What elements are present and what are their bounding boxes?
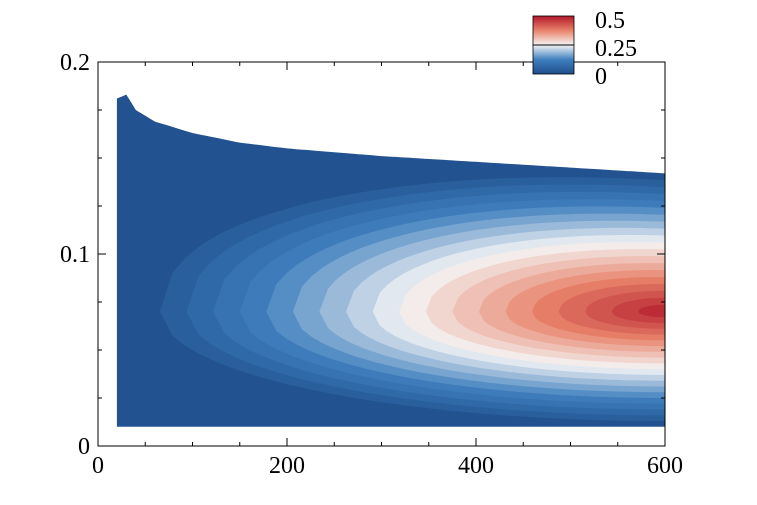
y-tick-label: 0.1	[60, 242, 90, 268]
colorbar-label-mid: 0.25	[595, 36, 637, 62]
x-tick-labels: 0 200 400 600	[92, 453, 683, 479]
colorbar-label-max: 0.5	[595, 8, 625, 34]
x-tick-label: 600	[647, 453, 683, 479]
colorbar-label-min: 0	[595, 64, 607, 90]
x-tick-label: 400	[458, 453, 494, 479]
contour-band	[611, 297, 665, 324]
contour-field	[116, 94, 665, 427]
x-tick-label: 0	[92, 453, 104, 479]
contour-band	[638, 304, 665, 318]
y-tick-label: 0.2	[60, 50, 90, 76]
x-tick-label: 200	[269, 453, 305, 479]
y-tick-labels: 0 0.1 0.2	[60, 50, 90, 460]
y-tick-label: 0	[78, 434, 90, 460]
axis-ticks	[97, 61, 666, 447]
colorbar: 0.5 0.25 0	[532, 8, 637, 90]
